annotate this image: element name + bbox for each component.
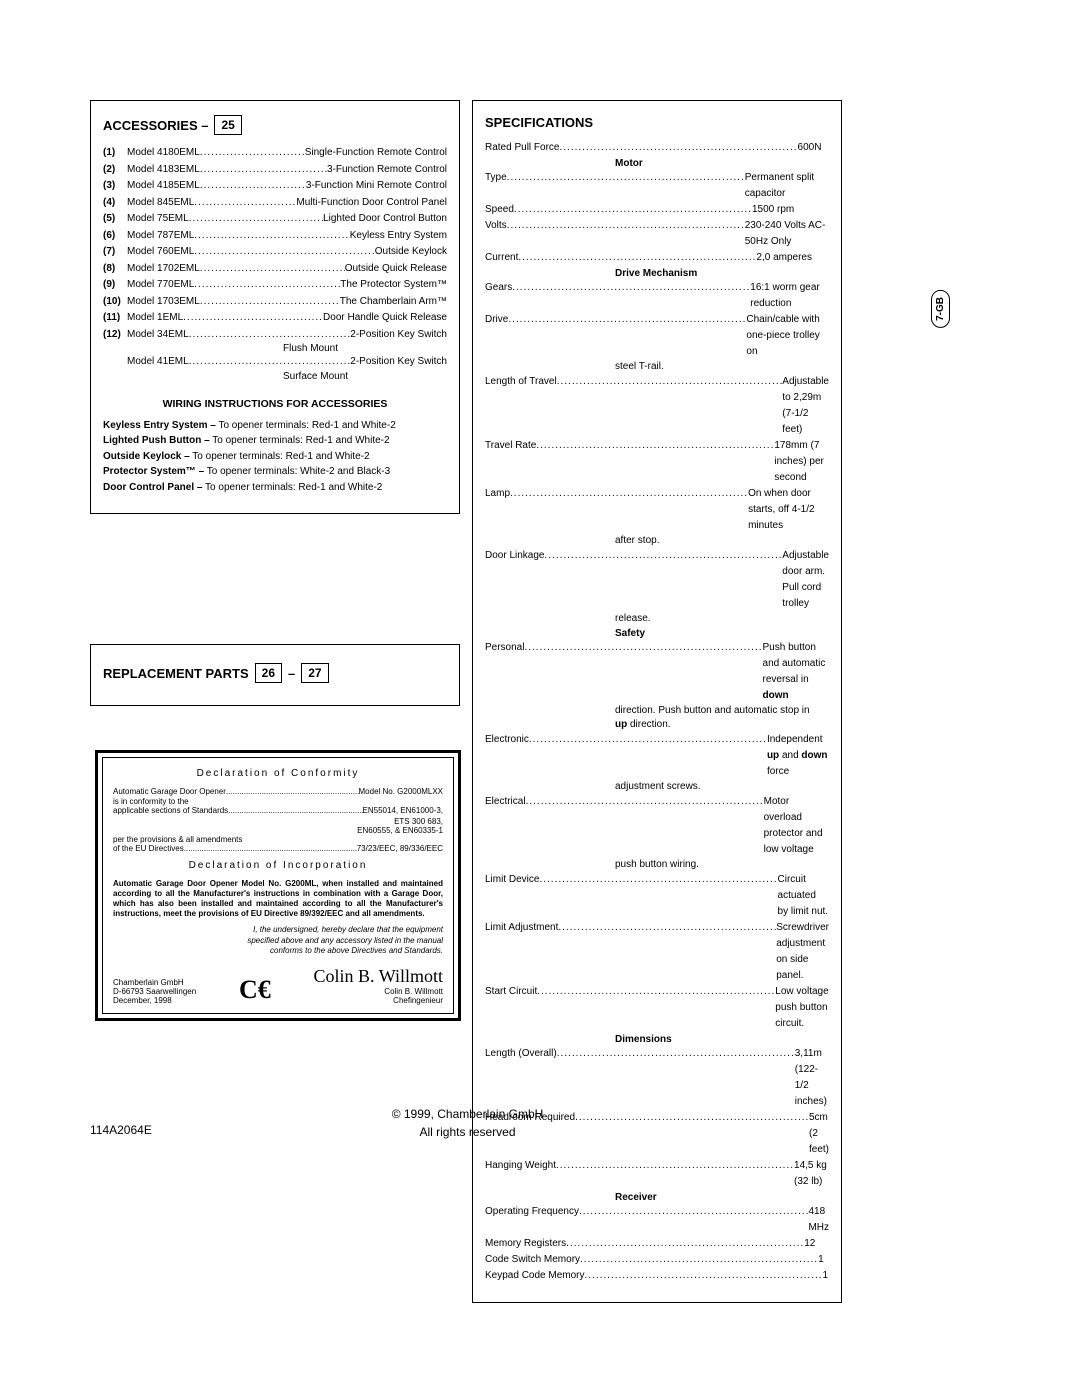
declaration-box: Declaration of Conformity Automatic Gara… [95, 750, 461, 1021]
spec-row: Keypad Code Memory1 [485, 1268, 829, 1284]
accessory-row: (2) Model 4183EML3-Function Remote Contr… [103, 162, 447, 179]
spec-title: SPECIFICATIONS [485, 115, 829, 130]
accessories-title-text: ACCESSORIES – [103, 118, 208, 133]
doc-address: Chamberlain GmbH D-66793 Saarwellingen D… [113, 978, 196, 1005]
replacement-ref2: 27 [301, 663, 328, 683]
doc-line: applicable sections of Standards [113, 806, 228, 816]
spec-section-header: Motor [485, 158, 829, 169]
spec-row: Limit AdjustmentScrewdriver adjustment o… [485, 920, 829, 984]
accessory-row: (11) Model 1EMLDoor Handle Quick Release [103, 310, 447, 327]
doc-italic: I, the undersigned, hereby declare that … [113, 925, 443, 956]
spec-section-header: Safety [485, 628, 829, 639]
wiring-row: Outside Keylock – To opener terminals: R… [103, 449, 447, 465]
spec-row: DriveChain/cable with one-piece trolley … [485, 312, 829, 360]
accessory-row: (3) Model 4185EML3-Function Mini Remote … [103, 178, 447, 195]
doc-line: per the provisions & all amendments [113, 835, 443, 844]
accessory-row: (7) Model 760EMLOutside Keylock [103, 244, 447, 261]
doc-addr-line: Chamberlain GmbH [113, 978, 196, 987]
doc-addr-line: D-66793 Saarwellingen [113, 987, 196, 996]
spec-row: PersonalPush button and automatic revers… [485, 640, 829, 704]
spec-row: Memory Registers12 [485, 1236, 829, 1252]
doc-line: of the EU Directives [113, 844, 184, 854]
spec-row: Current2,0 amperes [485, 250, 829, 266]
spec-sub: up direction. [485, 718, 829, 732]
spec-row: TypePermanent split capacitor [485, 170, 829, 202]
accessory-row: (6) Model 787EMLKeyless Entry System [103, 228, 447, 245]
doc-line: Model No. G2000MLXX [359, 787, 444, 797]
spec-row: ElectronicIndependent up and down force [485, 732, 829, 780]
spec-row: Rated Pull Force600N [485, 140, 829, 156]
replacement-dash: – [288, 666, 295, 681]
signature-script: Colin B. Willmott [314, 966, 443, 987]
spec-row: Length (Overall)3,11m (122-1/2 inches) [485, 1046, 829, 1110]
spec-row: Door LinkageAdjustable door arm. Pull co… [485, 548, 829, 612]
footer-rights: All rights reserved [419, 1125, 515, 1139]
doc-addr-line: December, 1998 [113, 996, 196, 1005]
spec-sub: release. [485, 612, 829, 626]
accessory-row: Model 41EML2-Position Key Switch [103, 354, 447, 371]
spec-sub: after stop. [485, 534, 829, 548]
spec-section-header: Drive Mechanism [485, 268, 829, 279]
spec-row: LampOn when door starts, off 4-1/2 minut… [485, 486, 829, 534]
doc-line: Automatic Garage Door Opener [113, 787, 226, 797]
signature-name: Colin B. Willmott [314, 987, 443, 996]
doc-signature: Colin B. Willmott Colin B. Willmott Chef… [314, 966, 443, 1005]
ce-mark-icon: C€ [239, 975, 271, 1005]
doc-line: is in conformity to the [113, 797, 443, 806]
accessory-row: (4) Model 845EMLMulti-Function Door Cont… [103, 195, 447, 212]
accessories-ref: 25 [214, 115, 241, 135]
spec-row: Speed1500 rpm [485, 202, 829, 218]
doc-line: EN60555, & EN60335-1 [113, 826, 443, 835]
spec-row: Hanging Weight14,5 kg (32 lb) [485, 1158, 829, 1190]
replacement-title-text: REPLACEMENT PARTS [103, 666, 249, 681]
accessory-row: (9) Model 770EMLThe Protector System™ [103, 277, 447, 294]
accessories-title: ACCESSORIES – 25 [103, 115, 447, 135]
wiring-row: Protector System™ – To opener terminals:… [103, 464, 447, 480]
spec-sub: direction. Push button and automatic sto… [485, 704, 829, 718]
spec-row: ElectricalMotor overload protector and l… [485, 794, 829, 858]
accessory-sub: Flush Mount [103, 343, 447, 354]
page-tab: 7-GB [931, 290, 950, 328]
doc-title2: Declaration of Incorporation [113, 860, 443, 871]
spec-row: Start CircuitLow voltage push button cir… [485, 984, 829, 1032]
accessory-row: (8) Model 1702EMLOutside Quick Release [103, 261, 447, 278]
replacement-title: REPLACEMENT PARTS 26 – 27 [103, 663, 447, 683]
wiring-row: Lighted Push Button – To opener terminal… [103, 433, 447, 449]
spec-row: Gears16:1 worm gear reduction [485, 280, 829, 312]
wiring-row: Keyless Entry System – To opener termina… [103, 418, 447, 434]
spec-sub: push button wiring. [485, 858, 829, 872]
footer-docnum: 114A2064E [90, 1123, 152, 1137]
replacement-ref1: 26 [255, 663, 282, 683]
replacement-box: REPLACEMENT PARTS 26 – 27 [90, 644, 460, 706]
spec-row: Code Switch Memory1 [485, 1252, 829, 1268]
doc-line: EN55014, EN61000-3, [363, 806, 444, 816]
spec-section-header: Receiver [485, 1192, 829, 1203]
doc-block: Automatic Garage Door Opener Model No. G… [113, 879, 443, 919]
accessories-box: ACCESSORIES – 25 (1) Model 4180EMLSingle… [90, 100, 460, 514]
accessory-row: (10) Model 1703EMLThe Chamberlain Arm™ [103, 294, 447, 311]
doc-line: ETS 300 683, [113, 817, 443, 826]
accessory-row: (12) Model 34EML2-Position Key Switch [103, 327, 447, 344]
accessory-row: (1) Model 4180EMLSingle-Function Remote … [103, 145, 447, 162]
signature-title: Chefingenieur [314, 996, 443, 1005]
page-footer: © 1999, Chamberlain GmbH All rights rese… [90, 1105, 845, 1141]
accessory-row: (5) Model 75EMLLighted Door Control Butt… [103, 211, 447, 228]
spec-row: Volts230-240 Volts AC-50Hz Only [485, 218, 829, 250]
spec-sub: adjustment screws. [485, 780, 829, 794]
wiring-header: WIRING INSTRUCTIONS FOR ACCESSORIES [103, 398, 447, 410]
wiring-row: Door Control Panel – To opener terminals… [103, 480, 447, 496]
spec-row: Limit DeviceCircuit actuated by limit nu… [485, 872, 829, 920]
spec-sub: steel T-rail. [485, 360, 829, 374]
doc-title1: Declaration of Conformity [113, 768, 443, 779]
spec-row: Travel Rate178mm (7 inches) per second [485, 438, 829, 486]
accessory-sub: Surface Mount [103, 371, 447, 382]
footer-copyright: © 1999, Chamberlain GmbH [392, 1107, 544, 1121]
spec-row: Operating Frequency418 MHz [485, 1204, 829, 1236]
spec-section-header: Dimensions [485, 1034, 829, 1045]
doc-line: 73/23/EEC, 89/336/EEC [357, 844, 443, 854]
spec-row: Length of TravelAdjustable to 2,29m (7-1… [485, 374, 829, 438]
